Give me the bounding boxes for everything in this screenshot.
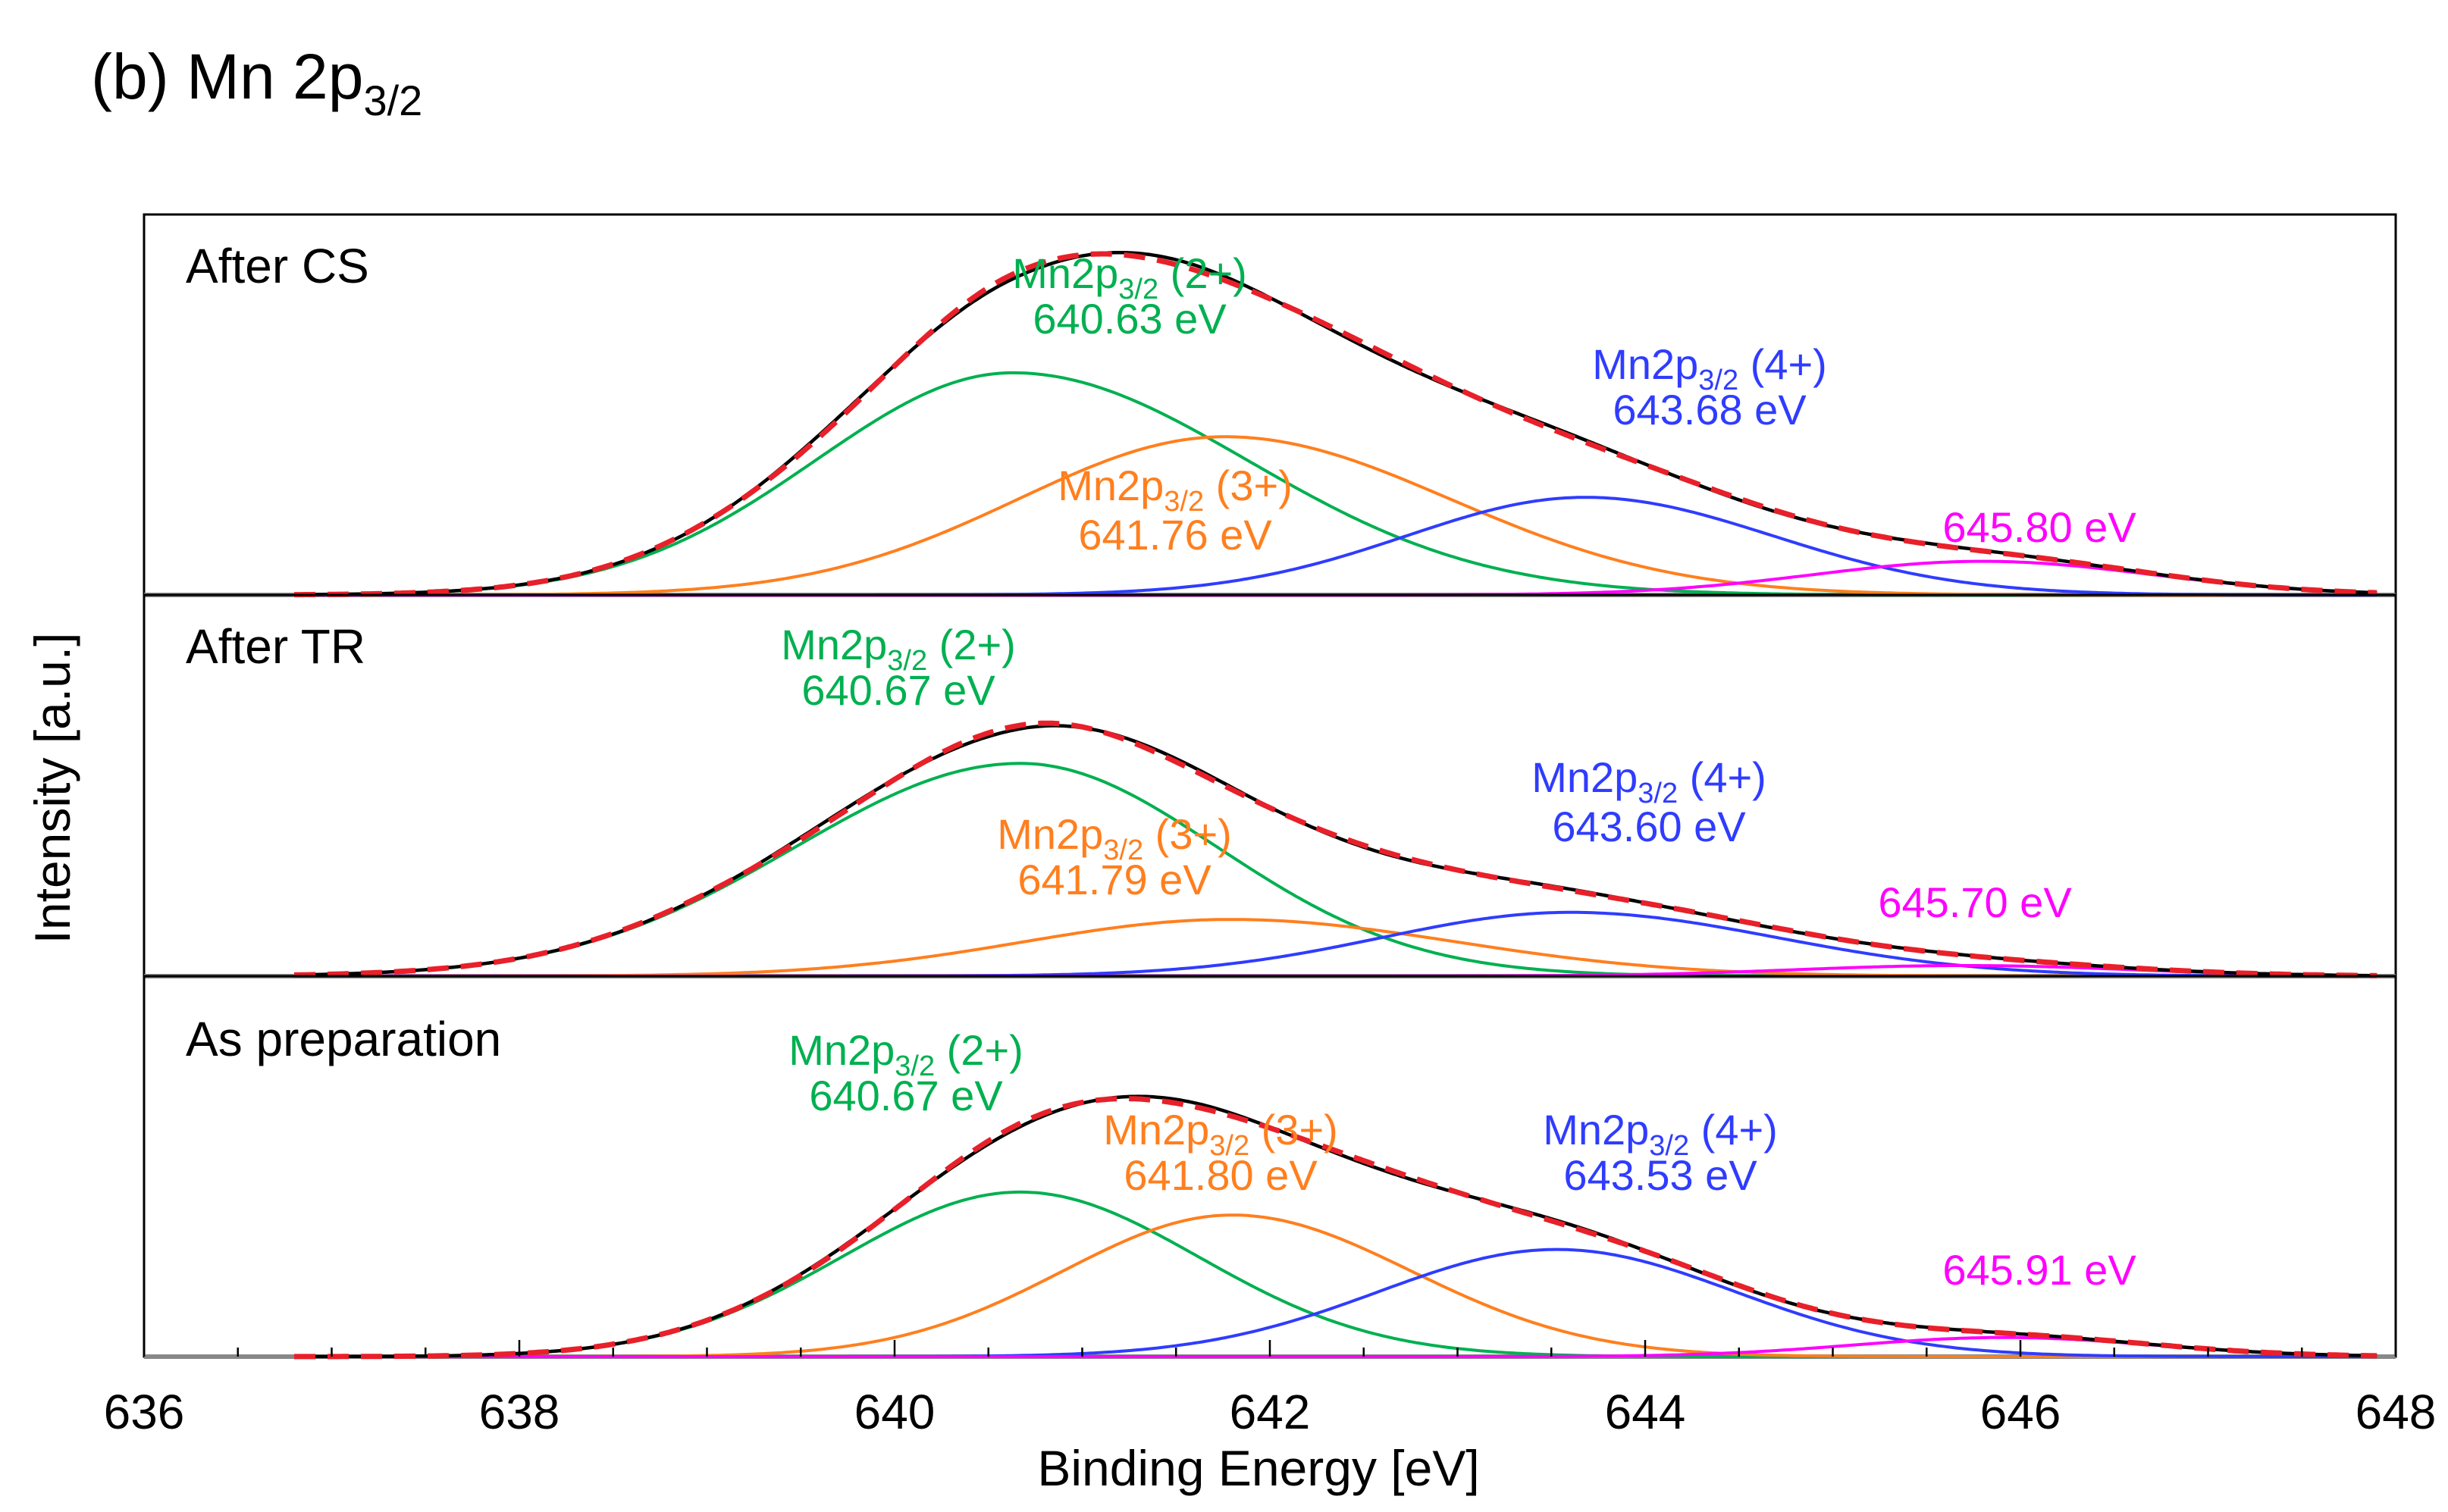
peak-energy-label: 640.63 eV (1033, 295, 1227, 343)
x-tick-label: 636 (104, 1385, 185, 1439)
y-axis-title: Intensity [a.u.] (24, 633, 80, 944)
panel-label: As preparation (186, 1012, 501, 1066)
peak-energy-label: 641.80 eV (1124, 1151, 1318, 1199)
peak-name-label: Mn2p3/2 (3+) (1058, 462, 1293, 518)
peak-name-label: Mn2p3/2 (3+) (997, 810, 1232, 866)
satellite-energy-label: 645.70 eV (1878, 878, 2072, 926)
x-tick-label: 646 (1980, 1385, 2061, 1439)
peak-name-label: Mn2p3/2 (4+) (1543, 1106, 1778, 1162)
peak-energy-label: 643.60 eV (1552, 803, 1746, 850)
x-tick-label: 642 (1230, 1385, 1311, 1439)
peak-name-label: Mn2p3/2 (3+) (1103, 1106, 1338, 1162)
x-axis-title: Binding Energy [eV] (1037, 1440, 1479, 1496)
peak-sat (294, 1335, 2377, 1358)
x-tick-label: 644 (1605, 1385, 1686, 1439)
peak-energy-label: 640.67 eV (801, 666, 995, 714)
peak-name-label: Mn2p3/2 (2+) (1012, 249, 1247, 305)
peak-name-label: Mn2p3/2 (4+) (1592, 340, 1827, 396)
satellite-energy-label: 645.80 eV (1942, 503, 2136, 551)
peak-mn2 (293, 762, 2377, 978)
peak-energy-label: 643.68 eV (1613, 386, 1807, 434)
peak-name-label: Mn2p3/2 (2+) (781, 621, 1016, 677)
peak-energy-label: 643.53 eV (1563, 1151, 1757, 1199)
panel-0: After CS Mn2p3/2 (2+)640.63 eV Mn2p3/2 (3+… (143, 213, 2397, 598)
peak-energy-label: 641.76 eV (1078, 511, 1272, 559)
measured-data (294, 720, 2377, 978)
peak-name-label: Mn2p3/2 (2+) (788, 1026, 1023, 1082)
x-tick-label: 640 (854, 1385, 936, 1439)
peak-energy-label: 640.67 eV (809, 1072, 1003, 1119)
figure-title: (b) Mn 2p3/2 (91, 41, 422, 124)
measured-data (294, 251, 2377, 598)
panel-1: After TR Mn2p3/2 (2+)640.67 eV Mn2p3/2 (3+… (143, 593, 2397, 978)
x-ticks: 636 638 640 642 644 646 648 (104, 1340, 2437, 1439)
x-tick-label: 648 (2356, 1385, 2437, 1439)
x-tick-label: 638 (479, 1385, 560, 1439)
peak-name-label: Mn2p3/2 (4+) (1531, 753, 1766, 809)
peak-energy-label: 641.79 eV (1017, 856, 1211, 903)
panel-label: After CS (186, 239, 369, 293)
panel-2: As preparation Mn2p3/2 (2+)640.67 eV Mn2p3… (143, 975, 2397, 1360)
satellite-energy-label: 645.91 eV (1942, 1246, 2136, 1294)
measured-data (294, 1096, 2377, 1360)
panel-label: After TR (186, 619, 365, 674)
